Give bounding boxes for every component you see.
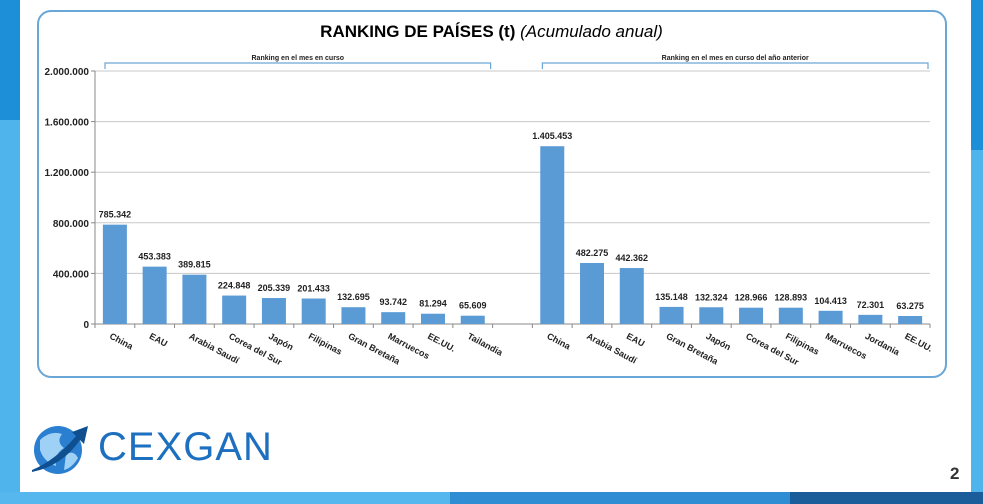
bar: [659, 306, 684, 324]
data-label: 128.893: [775, 293, 808, 303]
data-label: 224.848: [218, 281, 251, 291]
y-tick-label: 800.000: [53, 219, 90, 230]
data-label: 1.405.453: [532, 131, 572, 141]
bar: [739, 307, 764, 324]
category-label: China: [545, 331, 573, 352]
group-bracket: [541, 62, 929, 69]
background-strip-bottom-darker: [790, 492, 983, 504]
bar: [420, 313, 445, 324]
category-label: Tailandia: [466, 331, 505, 358]
data-label: 453.383: [138, 252, 171, 262]
y-tick-label: 1.600.000: [45, 118, 90, 129]
data-label: 93.742: [379, 297, 407, 307]
chart-title: RANKING DE PAÍSES (t) (Acumulado anual): [0, 22, 983, 42]
group-label: Ranking en el mes en curso del año anter…: [662, 55, 809, 62]
bar: [858, 314, 883, 324]
data-label: 785.342: [99, 210, 132, 220]
data-label: 104.413: [814, 296, 847, 306]
bar: [619, 268, 644, 324]
data-label: 132.324: [695, 292, 728, 302]
background-strip-right-light: [971, 150, 983, 504]
bar: [102, 224, 127, 324]
data-label: 482.275: [576, 248, 609, 258]
data-label: 81.294: [419, 299, 447, 309]
data-label: 65.609: [459, 301, 487, 311]
y-tick-label: 2.000.000: [45, 67, 90, 78]
bar: [699, 307, 724, 324]
category-label: EE.UU.: [426, 331, 457, 354]
bar: [222, 295, 247, 324]
group-bracket: [104, 62, 492, 69]
data-label: 389.815: [178, 260, 211, 270]
globe-icon: [34, 426, 82, 474]
page-number: 2: [950, 464, 960, 483]
chart-title-sub: (Acumulado anual): [520, 22, 663, 41]
data-label: 132.695: [337, 292, 370, 302]
category-label: Jordania: [863, 331, 902, 358]
category-label: Japón: [704, 331, 732, 352]
bar: [898, 315, 923, 324]
category-label: Japón: [267, 331, 295, 352]
category-label: China: [108, 331, 136, 352]
bar: [301, 298, 326, 324]
bar: [540, 146, 565, 324]
category-label: Marruecos: [824, 331, 869, 361]
category-label: Filipinas: [307, 331, 344, 357]
cexgan-logo: [32, 426, 88, 474]
bar: [580, 262, 605, 324]
arrow-icon: [32, 426, 88, 472]
logo-text: CEXGAN: [98, 425, 273, 469]
data-label: 128.966: [735, 293, 768, 303]
y-tick-label: 400.000: [53, 269, 90, 280]
y-tick-label: 1.200.000: [45, 168, 90, 179]
data-label: 205.339: [258, 283, 291, 293]
category-label: EAU: [625, 331, 646, 349]
data-label: 72.301: [857, 300, 885, 310]
bar: [778, 307, 803, 324]
category-label: EAU: [148, 331, 169, 349]
data-label: 63.275: [896, 301, 924, 311]
bar: [261, 298, 286, 324]
data-label: 135.148: [655, 292, 688, 302]
bar: [182, 274, 207, 324]
bar: [818, 310, 843, 324]
data-label: 201.433: [297, 284, 330, 294]
y-tick-label: 0: [83, 320, 89, 331]
background-strip-left-light: [0, 120, 20, 504]
bar: [341, 307, 366, 324]
bar: [381, 312, 406, 324]
category-label: EE.UU.: [903, 331, 934, 354]
bar: [142, 266, 167, 324]
bar: [460, 315, 485, 324]
group-label: Ranking en el mes en curso: [252, 55, 345, 62]
chart-title-main: RANKING DE PAÍSES (t): [320, 22, 516, 41]
data-label: 442.362: [616, 253, 649, 263]
